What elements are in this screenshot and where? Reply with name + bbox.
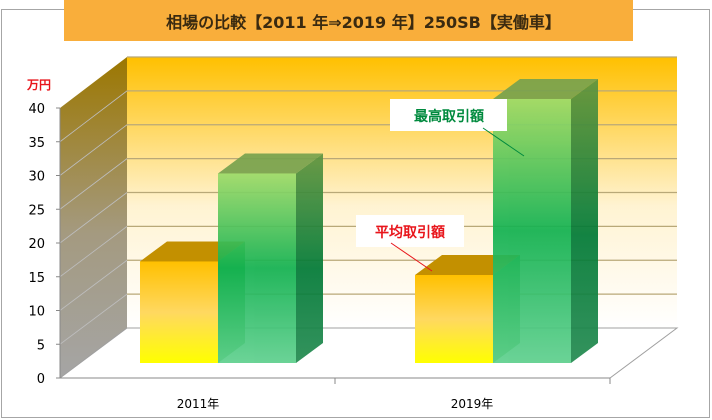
y-tick-label: 5 — [37, 338, 45, 353]
chart-title: 相場の比較【2011 年⇒2019 年】250SB【実働車】 — [166, 12, 561, 32]
category-label-2011: 2011年 — [177, 397, 220, 411]
avg-callout: 平均取引額 — [356, 215, 464, 272]
y-axis-unit-label: 万円 — [26, 78, 51, 92]
y-tick-label: 30 — [28, 170, 45, 185]
y-tick-label: 40 — [28, 102, 45, 117]
side-wall-gridlines — [59, 90, 128, 345]
max-bar-2011年 — [218, 153, 323, 363]
svg-text:最高取引額: 最高取引額 — [414, 108, 484, 125]
max-callout: 最高取引額 — [390, 99, 525, 157]
y-tick-label: 25 — [28, 203, 45, 218]
y-tick-label: 35 — [28, 136, 45, 151]
y-tick-label: 10 — [28, 305, 45, 320]
y-tick-label: 15 — [28, 271, 45, 286]
category-label-2019: 2019年 — [451, 397, 494, 411]
chart-title-bar: 相場の比較【2011 年⇒2019 年】250SB【実働車】 — [64, 0, 633, 41]
max-bar-2019年 — [493, 78, 598, 363]
svg-text:平均取引額: 平均取引額 — [375, 224, 445, 241]
y-tick-label: 0 — [37, 372, 45, 387]
bars — [140, 78, 598, 363]
y-tick-label: 20 — [28, 237, 45, 252]
y-axis-ticks: 0 5 10 15 20 25 30 35 40 — [28, 102, 60, 387]
